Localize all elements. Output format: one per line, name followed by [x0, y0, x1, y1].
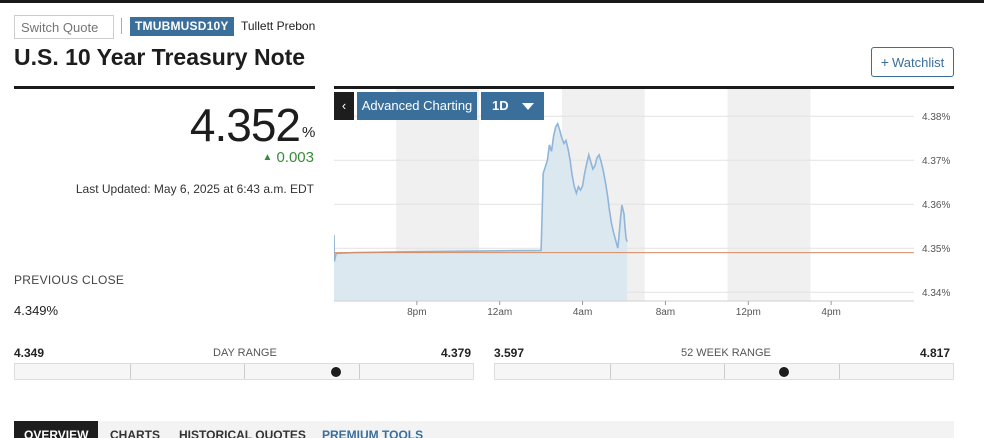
week52-range-label: 52 WEEK RANGE — [681, 347, 771, 359]
chart-period-label: 1D — [492, 98, 509, 113]
range-divider — [839, 364, 840, 379]
x-tick-label: 8am — [656, 307, 675, 318]
price-change: ▲ 0.003 — [263, 149, 314, 166]
chart-rule — [334, 86, 954, 89]
range-divider — [610, 364, 611, 379]
y-tick-label: 4.36% — [922, 200, 950, 211]
chevron-down-icon — [522, 103, 534, 110]
tab-charts[interactable]: CHARTS — [110, 428, 160, 438]
day-range-high: 4.379 — [441, 346, 472, 360]
y-tick-label: 4.34% — [922, 288, 950, 299]
price-area — [334, 123, 628, 301]
range-divider — [724, 364, 725, 379]
x-tick-label: 4am — [573, 307, 592, 318]
switch-quote-input[interactable] — [14, 15, 114, 39]
quote-tabs: OVERVIEW CHARTS HISTORICAL QUOTES PREMIUM T… — [14, 421, 954, 438]
price-chart[interactable]: 4.38% 4.37% 4.36% 4.35% 4.34% 8pm 12am 4am 8am 12… — [334, 89, 954, 319]
x-tick-label: 8pm — [407, 307, 426, 318]
week52-range-low: 3.597 — [494, 346, 525, 360]
up-triangle-icon: ▲ — [262, 152, 273, 163]
quote-source: Tullett Prebon — [241, 19, 316, 33]
watchlist-button[interactable]: + Watchlist — [871, 47, 954, 77]
header-divider — [121, 18, 122, 34]
price-line — [334, 121, 628, 262]
day-range-label: DAY RANGE — [213, 347, 277, 359]
y-tick-label: 4.38% — [922, 112, 950, 123]
tab-historical-quotes[interactable]: HISTORICAL QUOTES — [179, 428, 306, 438]
ticker-badge: TMUBMUSD10Y — [130, 17, 234, 36]
quote-rule — [14, 86, 315, 89]
range-divider — [359, 364, 360, 379]
previous-close-label: PREVIOUS CLOSE — [14, 273, 125, 287]
chart-prev-button[interactable]: ‹ — [334, 92, 354, 120]
day-range-marker — [331, 367, 341, 377]
chevron-left-icon: ‹ — [341, 98, 347, 113]
page-title: U.S. 10 Year Treasury Note — [14, 44, 306, 70]
plus-icon: + — [880, 54, 889, 70]
week52-range-bar — [494, 363, 954, 380]
x-tick-label: 4pm — [821, 307, 840, 318]
tab-overview[interactable]: OVERVIEW — [14, 421, 99, 438]
x-tick-label: 12am — [487, 307, 512, 318]
x-tick-label: 12pm — [736, 307, 761, 318]
top-rule — [0, 0, 984, 3]
chart-period-select[interactable]: 1D — [481, 92, 544, 120]
range-divider — [244, 364, 245, 379]
price-value: 4.352 — [189, 99, 301, 151]
previous-close-value: 4.349% — [14, 303, 59, 318]
week52-range-high: 4.817 — [920, 346, 951, 360]
week52-range-marker — [779, 367, 789, 377]
day-range-bar — [14, 363, 474, 380]
y-tick-label: 4.35% — [922, 244, 950, 255]
watchlist-label: Watchlist — [891, 55, 945, 70]
advanced-charting-button[interactable]: Advanced Charting — [357, 92, 477, 120]
last-updated: Last Updated: May 6, 2025 at 6:43 a.m. E… — [75, 182, 314, 196]
chart-band — [727, 89, 811, 301]
range-divider — [130, 364, 131, 379]
tab-premium-tools[interactable]: PREMIUM TOOLS — [322, 428, 424, 438]
y-tick-label: 4.37% — [922, 156, 950, 167]
day-range-low: 4.349 — [14, 346, 45, 360]
price-change-value: 0.003 — [276, 149, 314, 166]
price-unit: % — [302, 124, 316, 141]
